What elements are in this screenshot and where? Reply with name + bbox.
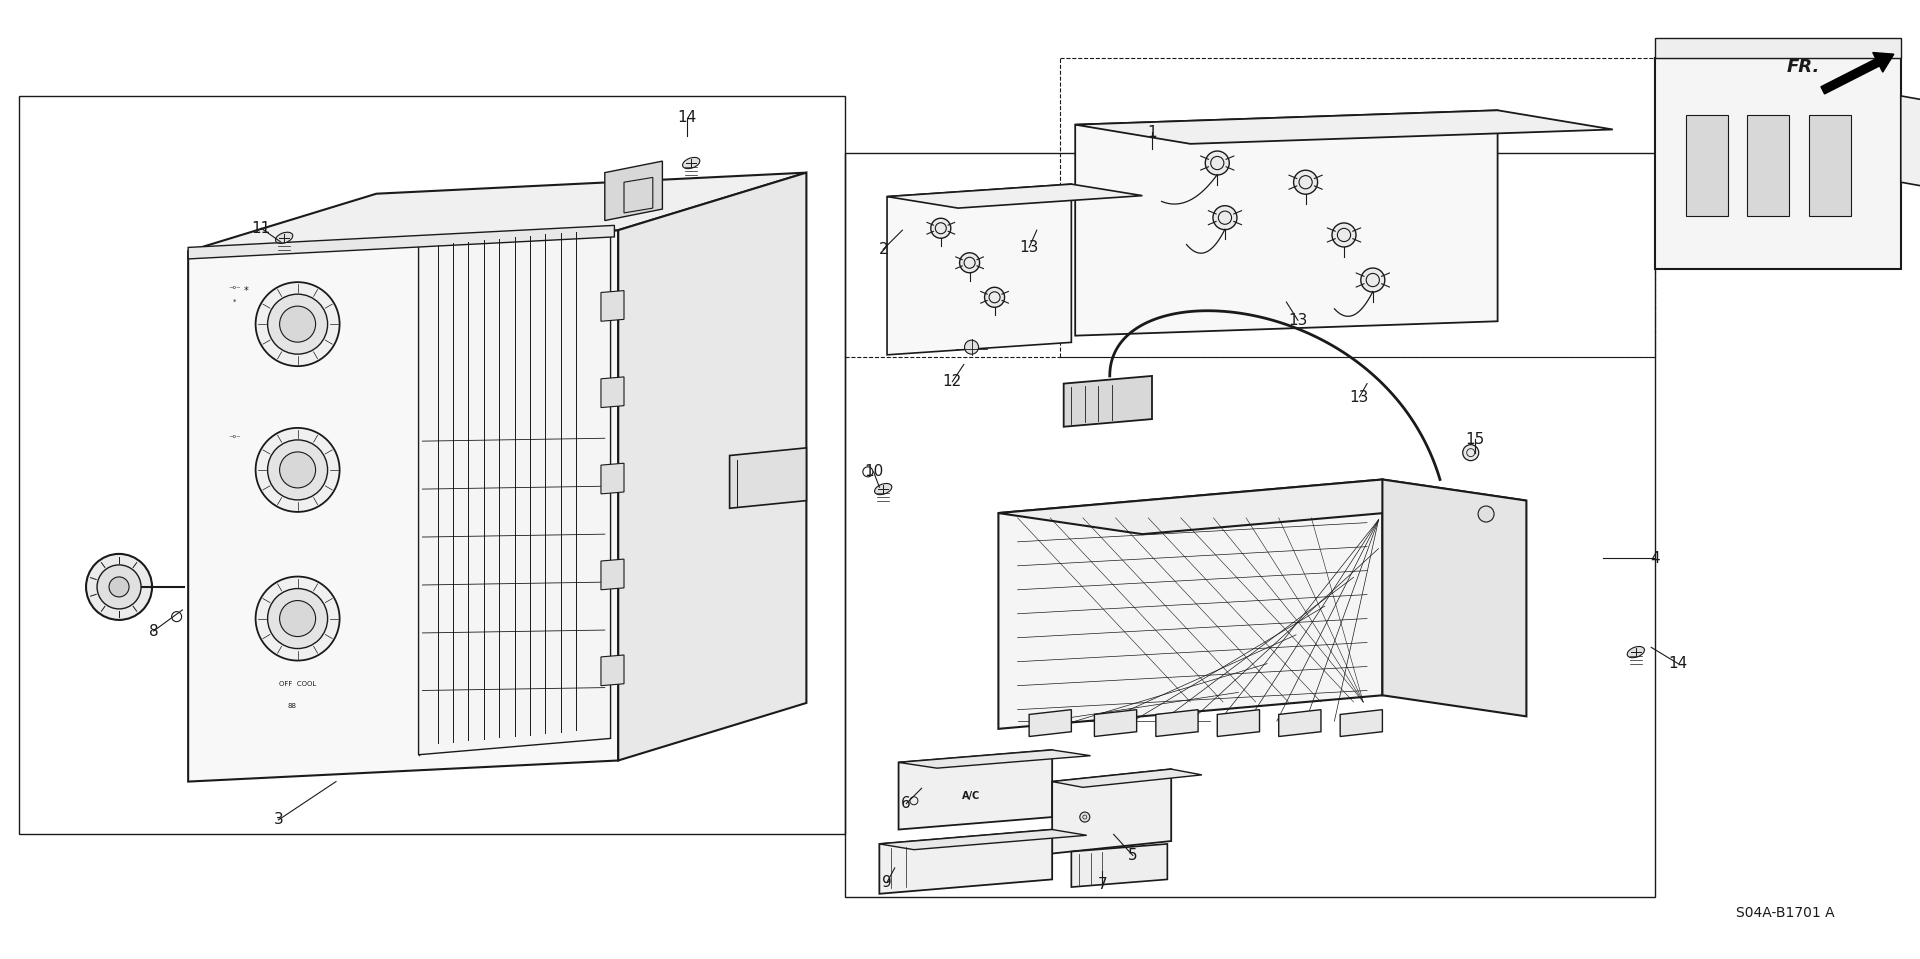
Polygon shape <box>1071 844 1167 887</box>
Text: S04A-B1701 A: S04A-B1701 A <box>1736 906 1836 920</box>
Polygon shape <box>998 480 1382 729</box>
Text: 1: 1 <box>1146 125 1158 140</box>
Text: 14: 14 <box>1668 656 1688 671</box>
Polygon shape <box>1279 710 1321 737</box>
Polygon shape <box>1052 769 1171 854</box>
Circle shape <box>1361 268 1384 292</box>
Text: 13: 13 <box>1288 313 1308 328</box>
Polygon shape <box>998 480 1526 534</box>
Polygon shape <box>601 291 624 321</box>
Polygon shape <box>188 225 614 259</box>
Polygon shape <box>1340 710 1382 737</box>
Text: 4: 4 <box>1649 550 1661 566</box>
Polygon shape <box>899 750 1052 830</box>
Text: 10: 10 <box>864 464 883 480</box>
Circle shape <box>255 428 340 512</box>
Polygon shape <box>1382 480 1526 716</box>
Polygon shape <box>1747 115 1789 216</box>
Polygon shape <box>601 559 624 590</box>
Ellipse shape <box>1628 646 1644 658</box>
Polygon shape <box>1686 115 1728 216</box>
Circle shape <box>964 340 979 354</box>
Text: *: * <box>244 286 248 295</box>
Text: ~o~: ~o~ <box>228 285 240 291</box>
Circle shape <box>280 452 315 488</box>
Polygon shape <box>601 463 624 494</box>
Text: 12: 12 <box>943 374 962 389</box>
Circle shape <box>1294 170 1317 195</box>
FancyArrow shape <box>1820 53 1893 94</box>
Circle shape <box>255 282 340 366</box>
Polygon shape <box>419 228 611 755</box>
Circle shape <box>960 253 979 272</box>
Circle shape <box>1463 445 1478 460</box>
Polygon shape <box>1809 115 1851 216</box>
Polygon shape <box>1094 710 1137 737</box>
Circle shape <box>98 565 140 609</box>
Polygon shape <box>1655 38 1901 58</box>
Polygon shape <box>1901 96 1920 206</box>
Text: 15: 15 <box>1465 432 1484 447</box>
Polygon shape <box>188 173 806 251</box>
Text: OFF  COOL: OFF COOL <box>278 681 317 687</box>
Text: 5: 5 <box>1127 848 1139 863</box>
Polygon shape <box>1075 110 1498 336</box>
Text: 13: 13 <box>1350 389 1369 405</box>
Polygon shape <box>1156 710 1198 737</box>
Circle shape <box>1213 205 1236 230</box>
Polygon shape <box>730 448 806 508</box>
Circle shape <box>267 440 328 500</box>
Circle shape <box>280 306 315 342</box>
Circle shape <box>1332 222 1356 247</box>
Text: ~o~: ~o~ <box>228 433 240 439</box>
Ellipse shape <box>876 483 891 495</box>
Text: 11: 11 <box>252 221 271 236</box>
Text: A/C: A/C <box>962 791 981 801</box>
Polygon shape <box>1029 710 1071 737</box>
Circle shape <box>931 219 950 238</box>
Polygon shape <box>601 655 624 686</box>
Polygon shape <box>601 377 624 408</box>
Circle shape <box>267 589 328 648</box>
Text: FR.: FR. <box>1788 58 1820 76</box>
Polygon shape <box>188 230 618 782</box>
Polygon shape <box>887 184 1142 208</box>
Polygon shape <box>879 830 1052 894</box>
Polygon shape <box>899 750 1091 768</box>
Circle shape <box>1079 812 1091 822</box>
Polygon shape <box>1075 110 1613 144</box>
Polygon shape <box>618 173 806 760</box>
Circle shape <box>267 294 328 354</box>
Polygon shape <box>879 830 1087 850</box>
Polygon shape <box>1052 769 1202 787</box>
Circle shape <box>1206 151 1229 175</box>
Circle shape <box>1478 506 1494 522</box>
Text: 8: 8 <box>148 623 159 639</box>
Ellipse shape <box>684 157 699 169</box>
Polygon shape <box>1655 58 1901 269</box>
Polygon shape <box>605 161 662 221</box>
Text: 88: 88 <box>288 703 296 709</box>
Text: 9: 9 <box>881 875 893 890</box>
Polygon shape <box>887 184 1071 355</box>
Text: 13: 13 <box>1020 240 1039 255</box>
Polygon shape <box>1217 710 1260 737</box>
Polygon shape <box>1064 376 1152 427</box>
Text: 6: 6 <box>900 796 912 811</box>
Circle shape <box>280 600 315 637</box>
Text: *: * <box>232 299 236 305</box>
Circle shape <box>255 576 340 661</box>
Ellipse shape <box>276 232 292 244</box>
Circle shape <box>86 554 152 620</box>
Text: 7: 7 <box>1096 877 1108 892</box>
Text: 2: 2 <box>877 242 889 257</box>
Circle shape <box>109 577 129 596</box>
Text: 3: 3 <box>273 812 284 828</box>
Text: 14: 14 <box>678 110 697 126</box>
Circle shape <box>985 288 1004 307</box>
